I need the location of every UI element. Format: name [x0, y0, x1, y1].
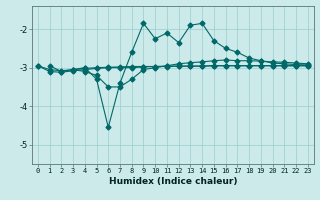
X-axis label: Humidex (Indice chaleur): Humidex (Indice chaleur): [108, 177, 237, 186]
